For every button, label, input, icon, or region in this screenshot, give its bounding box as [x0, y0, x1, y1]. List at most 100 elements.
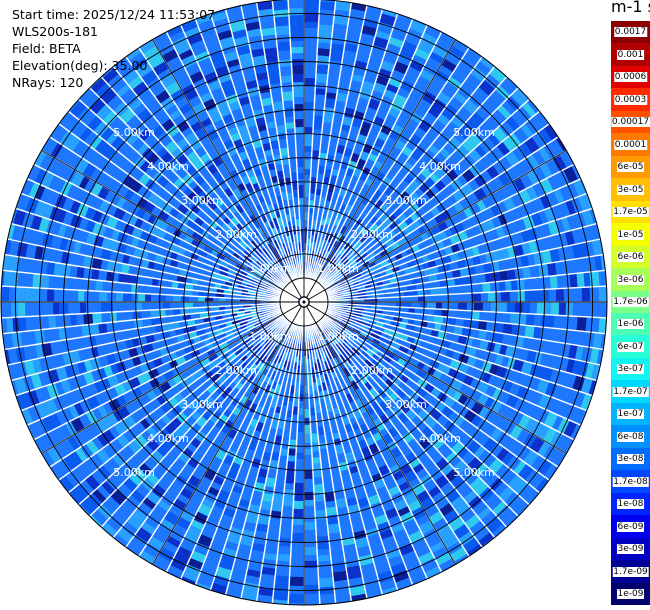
beta-range-gate — [262, 269, 272, 278]
beta-range-gate — [126, 515, 143, 531]
beta-range-gate — [219, 36, 236, 49]
beta-range-gate — [316, 55, 330, 66]
beta-range-gate — [291, 64, 304, 75]
beta-range-gate — [329, 51, 344, 62]
beta-range-gate — [339, 247, 347, 256]
beta-range-gate — [336, 261, 343, 269]
beta-range-gate — [421, 261, 430, 270]
beta-range-gate — [364, 381, 374, 391]
beta-range-gate — [232, 138, 244, 148]
beta-range-gate — [176, 516, 192, 531]
beta-range-gate — [92, 209, 103, 224]
beta-range-gate — [285, 409, 293, 418]
beta-range-gate — [270, 451, 281, 461]
beta-range-gate — [231, 485, 244, 495]
beta-range-gate — [333, 357, 341, 367]
beta-range-gate — [41, 232, 54, 249]
beta-range-gate — [162, 49, 179, 63]
beta-range-gate — [407, 499, 422, 513]
beta-range-gate — [218, 73, 232, 84]
ray-gap — [308, 110, 540, 299]
beta-range-gate — [156, 394, 167, 406]
beta-range-gate — [276, 125, 287, 135]
beta-range-gate — [335, 232, 343, 243]
beta-range-gate — [234, 271, 242, 278]
colorbar-level-0: 0.0017 — [611, 21, 650, 44]
beta-range-gate — [322, 329, 329, 337]
beta-range-gate — [280, 349, 286, 357]
beta-range-gate — [329, 239, 335, 247]
beta-range-gate — [257, 515, 270, 526]
beta-range-gate — [253, 333, 262, 341]
beta-range-gate — [266, 281, 275, 287]
ray-gap — [11, 302, 299, 382]
ray-gap — [4, 253, 299, 302]
beta-range-gate — [22, 408, 34, 425]
colorbar-level-label: 1.7e-08 — [612, 476, 649, 487]
beta-range-gate — [238, 96, 251, 107]
beta-range-gate — [170, 558, 187, 572]
beta-range-gate — [230, 396, 241, 407]
ray-gap — [309, 253, 604, 302]
beta-range-gate — [107, 412, 119, 426]
beta-range-gate — [122, 253, 131, 265]
beta-range-gate — [150, 317, 161, 327]
beta-range-gate — [357, 319, 364, 325]
ray-gap — [305, 24, 428, 297]
beta-range-gate — [289, 15, 304, 25]
beta-range-gate — [392, 569, 410, 583]
beta-range-gate — [235, 44, 251, 56]
beta-range-gate — [134, 302, 143, 311]
beta-range-gate — [337, 281, 346, 287]
beta-range-gate — [310, 433, 319, 443]
beta-range-gate — [84, 474, 101, 491]
beta-range-gate — [227, 229, 238, 240]
beta-range-gate — [501, 451, 515, 466]
beta-range-gate — [462, 99, 479, 115]
beta-range-gate — [547, 314, 555, 329]
beta-range-gate — [547, 220, 559, 236]
beta-range-gate — [516, 278, 525, 291]
beta-range-gate — [343, 43, 359, 53]
beta-range-gate — [520, 254, 530, 268]
azimuth-spoke — [152, 39, 305, 303]
beta-range-gate — [467, 133, 482, 148]
beta-range-gate — [528, 240, 538, 254]
beta-range-gate — [456, 144, 470, 159]
ray-gap — [180, 307, 303, 580]
beta-range-gate — [135, 62, 154, 78]
beta-range-gate — [260, 500, 273, 511]
beta-range-gate — [527, 153, 540, 169]
beta-range-gate — [422, 414, 434, 425]
beta-range-gate — [442, 365, 452, 376]
beta-range-gate — [89, 357, 102, 371]
azimuth-spoke — [152, 301, 305, 565]
beta-range-gate — [221, 352, 230, 361]
beta-range-gate — [318, 24, 334, 35]
beta-range-gate — [482, 437, 498, 453]
beta-range-gate — [300, 229, 304, 236]
beta-range-gate — [560, 216, 571, 233]
beta-range-gate — [385, 371, 396, 381]
beta-range-gate — [55, 366, 69, 382]
beta-range-gate — [257, 587, 274, 597]
beta-range-gate — [184, 302, 194, 309]
beta-range-gate — [490, 427, 503, 442]
beta-range-gate — [543, 207, 556, 223]
beta-range-gate — [345, 392, 355, 404]
beta-range-gate — [352, 408, 363, 420]
colorbar-level-11: 3e-06 — [611, 268, 650, 292]
beta-range-gate — [321, 353, 327, 362]
beta-range-gate — [408, 179, 421, 192]
beta-range-gate — [472, 310, 480, 321]
beta-range-gate — [332, 570, 348, 582]
beta-range-gate — [52, 302, 60, 316]
beta-range-gate — [446, 168, 459, 182]
beta-range-gate — [498, 280, 506, 292]
beta-range-gate — [246, 324, 255, 331]
beta-range-gate — [161, 330, 171, 340]
beta-range-gate — [247, 443, 258, 452]
beta-range-gate — [134, 217, 144, 229]
beta-range-gate — [304, 6, 320, 14]
beta-range-gate — [320, 257, 327, 266]
